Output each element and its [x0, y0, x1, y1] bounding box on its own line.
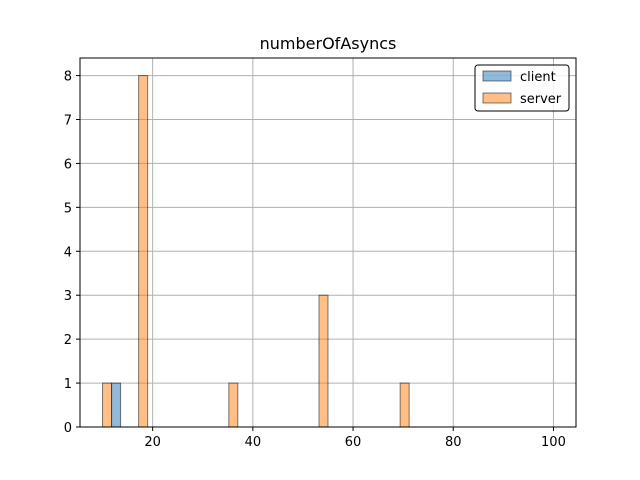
server-bar — [138, 75, 149, 428]
client-bar — [111, 382, 122, 428]
y-tick-label: 2 — [64, 333, 72, 348]
y-tick-label: 1 — [64, 377, 72, 392]
server-bar — [102, 382, 113, 428]
y-tick-label: 5 — [64, 201, 72, 216]
y-tick-label: 7 — [64, 114, 72, 129]
legend-swatch-client — [482, 70, 512, 82]
y-tick-label: 6 — [64, 157, 72, 172]
server-bar — [228, 382, 239, 428]
legend-label-client: client — [520, 70, 556, 85]
x-tick-label: 60 — [345, 435, 362, 450]
y-tick-label: 0 — [64, 421, 72, 436]
server-bar — [318, 294, 329, 428]
x-tick-label: 40 — [245, 435, 262, 450]
legend-swatch-server — [482, 92, 512, 104]
bars — [102, 75, 410, 428]
axis-ticks: 20 40 60 80 100 0 1 2 3 4 5 6 7 8 — [64, 70, 566, 450]
plot-area-frame — [79, 57, 577, 428]
y-tick-label: 3 — [64, 289, 72, 304]
x-tick-label: 100 — [541, 435, 566, 450]
x-tick-label: 20 — [144, 435, 161, 450]
legend-label-server: server — [520, 92, 562, 107]
legend: client server — [474, 64, 570, 112]
chart-title: numberOfAsyncs — [260, 34, 397, 53]
y-tick-label: 8 — [64, 70, 72, 85]
y-tick-label: 4 — [64, 245, 72, 260]
x-tick-label: 80 — [445, 435, 462, 450]
server-bar — [399, 382, 410, 428]
